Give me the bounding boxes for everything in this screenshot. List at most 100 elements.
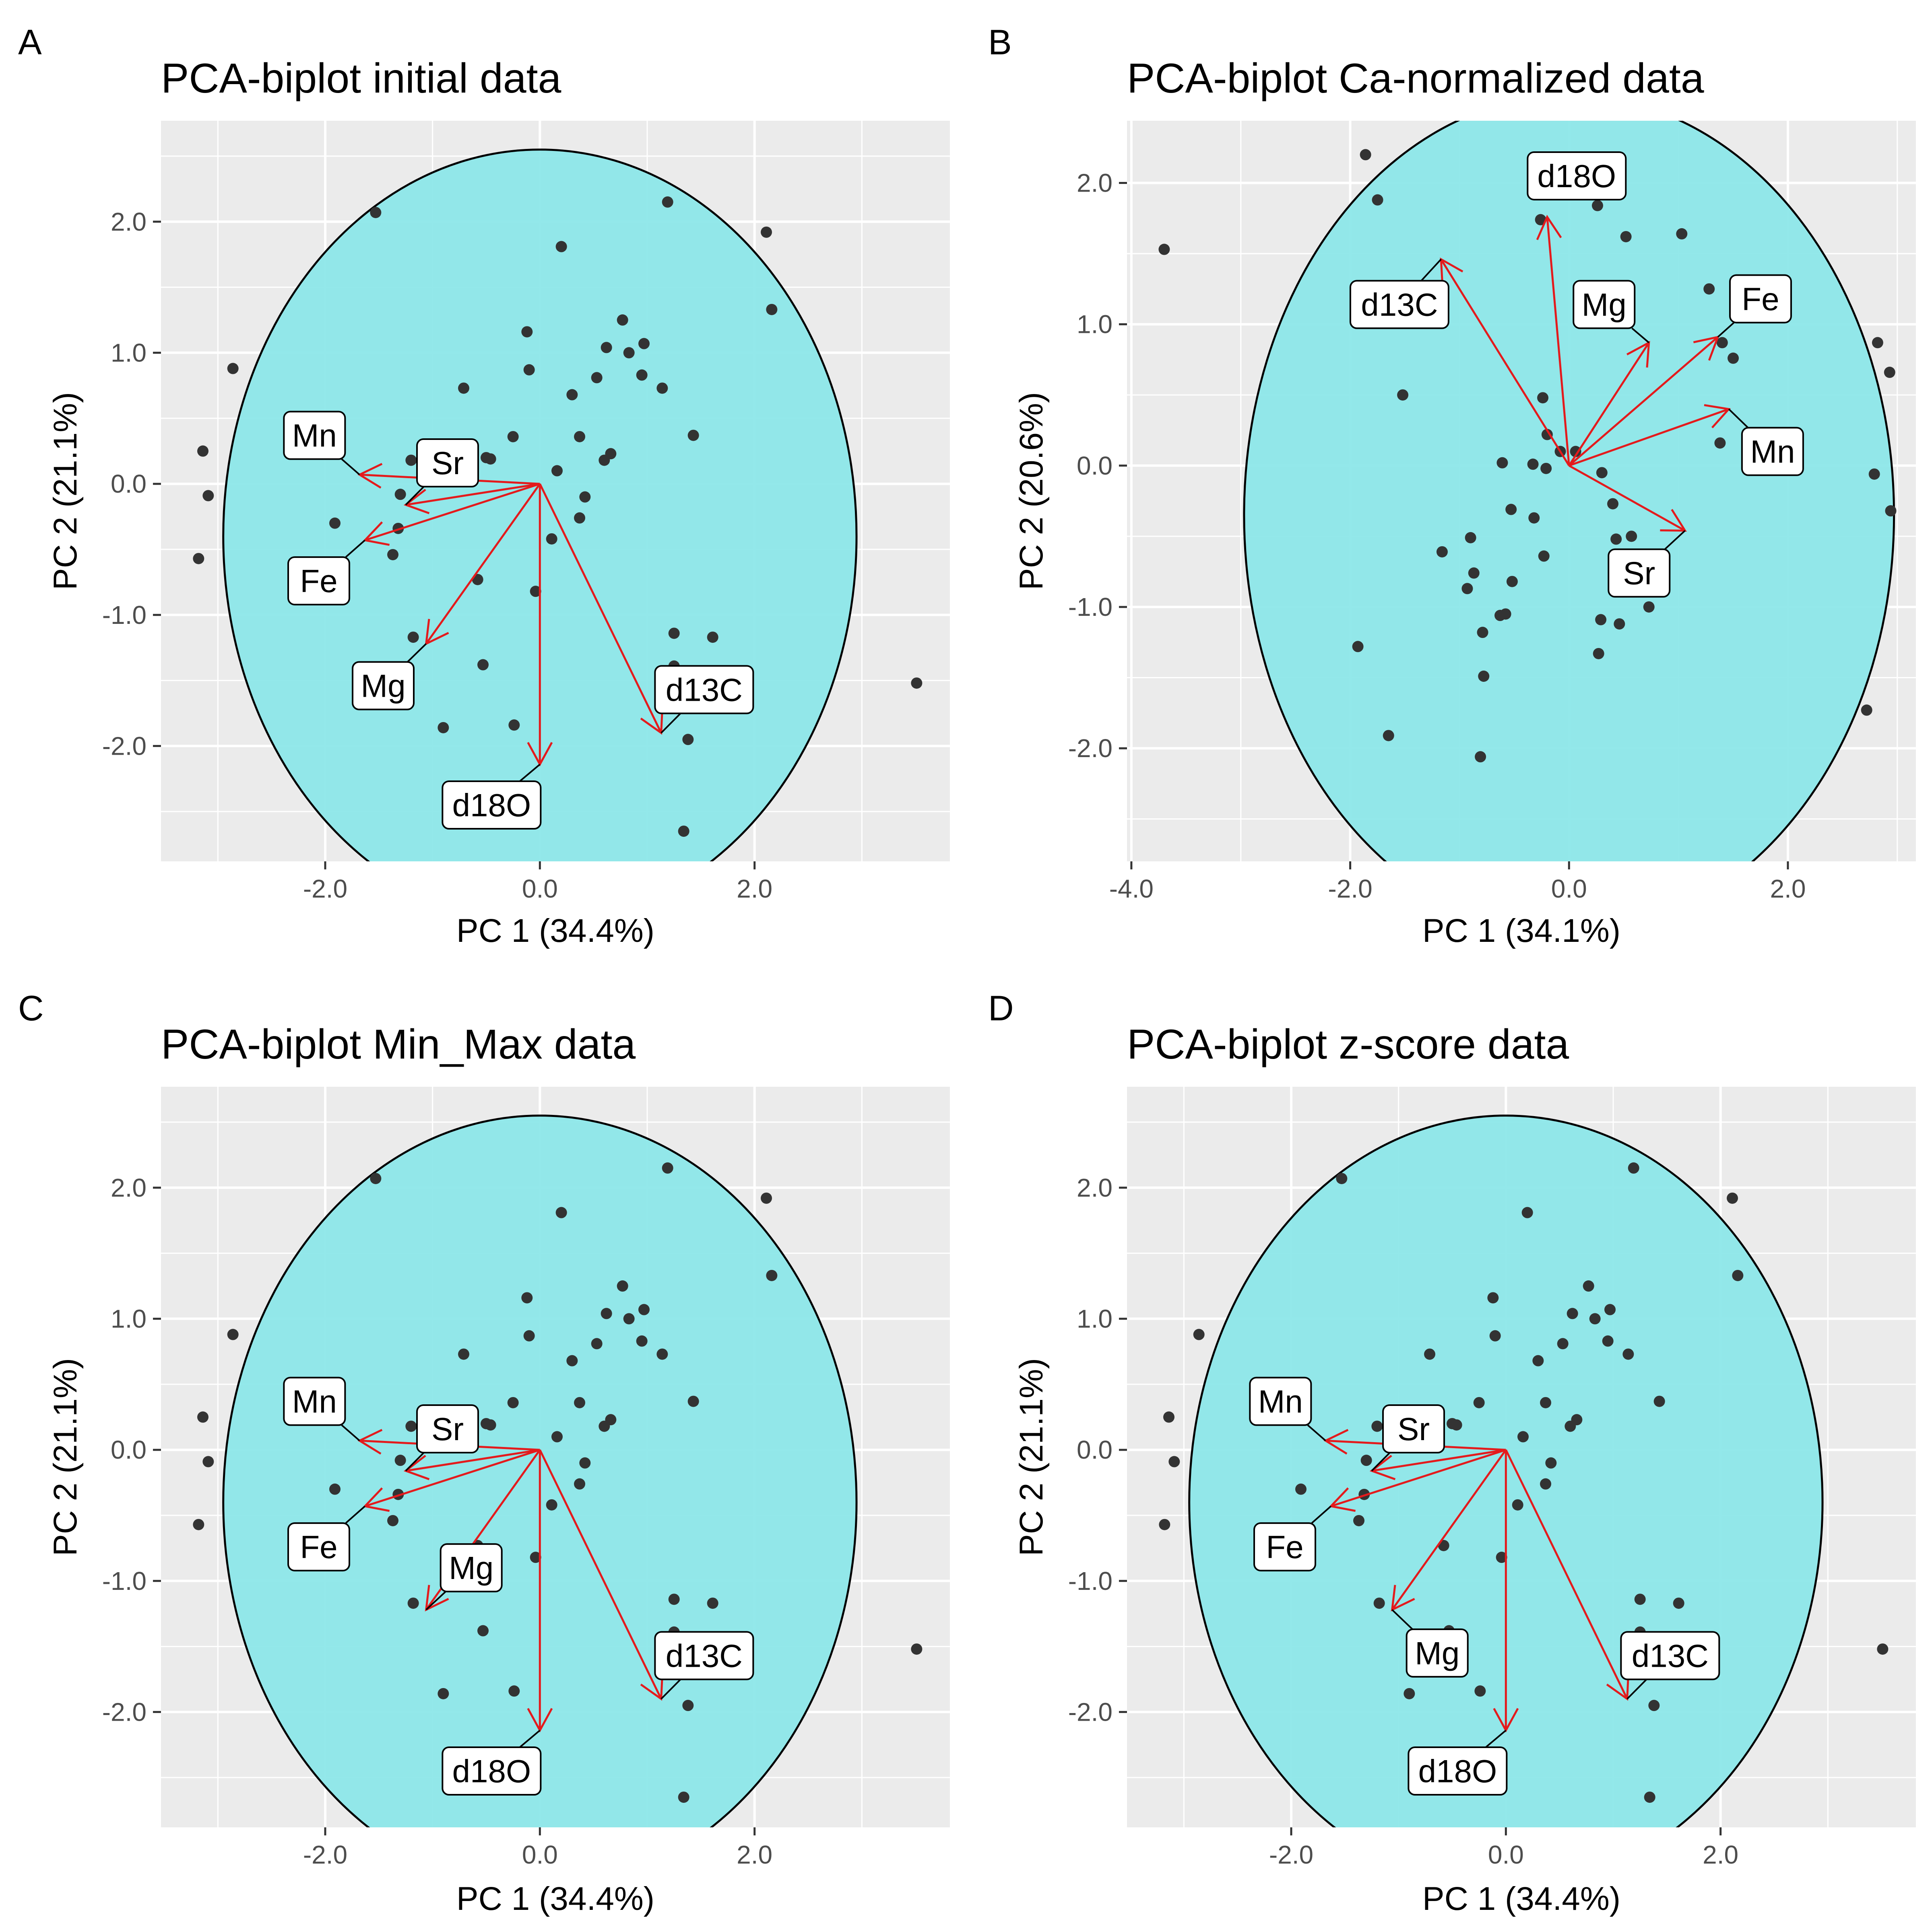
data-point xyxy=(623,347,635,359)
variable-label-fe: Fe xyxy=(1266,1529,1303,1565)
data-point xyxy=(1634,1593,1646,1605)
y-tick-label: -2.0 xyxy=(102,731,147,760)
data-point xyxy=(387,1515,398,1526)
data-point xyxy=(1541,429,1553,440)
label-box xyxy=(442,780,542,830)
data-point xyxy=(1596,467,1608,479)
data-point xyxy=(555,241,567,252)
data-point xyxy=(202,490,214,502)
label-box xyxy=(416,1404,479,1453)
label-leader-line xyxy=(345,539,365,558)
data-point xyxy=(761,226,772,238)
x-tick-label: 0.0 xyxy=(1488,1840,1524,1869)
data-point xyxy=(1473,1397,1485,1408)
label-leader-line xyxy=(405,1452,425,1472)
data-point xyxy=(523,364,535,376)
data-point xyxy=(656,1348,668,1360)
variable-label-d18o: d18O xyxy=(452,1753,531,1789)
data-point xyxy=(707,1598,718,1609)
data-point xyxy=(1727,1192,1738,1204)
data-point xyxy=(766,303,778,315)
data-point xyxy=(407,632,419,643)
data-point xyxy=(1512,1499,1523,1511)
data-point xyxy=(1593,648,1604,659)
x-tick-label: 2.0 xyxy=(737,874,772,903)
data-point xyxy=(1673,1598,1684,1609)
data-point xyxy=(202,1456,214,1468)
data-point xyxy=(1703,283,1715,295)
data-point xyxy=(1496,457,1508,469)
data-point xyxy=(617,314,628,326)
variable-label-mg: Mg xyxy=(449,1550,493,1586)
data-point xyxy=(662,1162,673,1174)
data-point xyxy=(1372,194,1383,206)
data-point xyxy=(1506,576,1518,587)
variable-label-fe: Fe xyxy=(300,1529,337,1565)
data-point xyxy=(761,1192,772,1204)
data-point xyxy=(394,489,406,500)
points xyxy=(193,196,923,837)
axis-ticks: -2.0 0.0 2.0 -2.0 -1.0 0.0 1.0 2.0 xyxy=(102,1173,772,1869)
label-leader-line xyxy=(405,486,425,506)
x-tick-label: -2.0 xyxy=(1328,874,1372,903)
data-point xyxy=(766,1269,778,1281)
data-point xyxy=(1628,1162,1639,1174)
data-point xyxy=(387,549,398,560)
data-point xyxy=(477,659,489,671)
data-point xyxy=(1360,149,1371,161)
y-tick-label: 2.0 xyxy=(111,1173,147,1202)
points xyxy=(1159,1162,1889,1803)
y-axis-title: PC 2 (21.1%) xyxy=(47,1358,84,1556)
data-point xyxy=(438,722,449,733)
data-point xyxy=(1583,1280,1594,1292)
data-point xyxy=(227,363,239,374)
data-point xyxy=(1383,730,1394,741)
label-leader-line xyxy=(1307,1424,1326,1441)
data-point xyxy=(507,431,519,442)
data-point xyxy=(1532,1355,1544,1366)
label-leader-line xyxy=(1311,1505,1331,1524)
data-point xyxy=(1168,1456,1180,1468)
data-point xyxy=(1607,498,1618,510)
data-point xyxy=(1468,567,1480,579)
data-point xyxy=(507,1397,519,1408)
y-tick-label: 1.0 xyxy=(1077,1304,1113,1333)
panel-b: B PCA-biplot Ca-normalized data d18O d13C Mg… xyxy=(988,22,1916,949)
data-point xyxy=(197,1411,208,1423)
variable-labels: Mn Sr Fe Mg d18O d13C xyxy=(1249,1377,1720,1796)
y-tick-label: 0.0 xyxy=(111,1435,147,1464)
data-point xyxy=(656,382,668,394)
data-point xyxy=(1477,627,1488,638)
variable-label-sr: Sr xyxy=(1397,1411,1430,1447)
x-axis-title: PC 1 (34.4%) xyxy=(456,1880,654,1917)
data-point xyxy=(1565,1420,1576,1432)
label-box xyxy=(1349,280,1449,329)
data-point xyxy=(682,1700,694,1711)
data-point xyxy=(636,369,648,381)
data-point xyxy=(530,1552,541,1563)
data-point xyxy=(1728,352,1739,364)
panel-d: D PCA-biplot z-score data Mn Sr Fe Mg d18O d13C… xyxy=(988,988,1916,1917)
data-point xyxy=(1295,1483,1307,1495)
data-point xyxy=(1373,1598,1385,1609)
x-tick-label: 0.0 xyxy=(522,1840,558,1869)
data-point xyxy=(551,465,563,477)
y-tick-label: 2.0 xyxy=(111,207,147,236)
data-point xyxy=(1604,1304,1616,1315)
data-point xyxy=(1436,546,1448,557)
data-point xyxy=(1861,704,1872,716)
data-point xyxy=(1643,601,1655,613)
data-point xyxy=(458,382,469,394)
label-box xyxy=(1249,1377,1312,1426)
x-tick-label: -4.0 xyxy=(1109,874,1154,903)
label-leader-line xyxy=(661,712,681,734)
data-point xyxy=(1371,1420,1383,1432)
data-point xyxy=(1521,1207,1533,1218)
data-point xyxy=(1424,1348,1435,1360)
data-point xyxy=(329,517,341,529)
data-point xyxy=(407,1598,419,1609)
label-box xyxy=(283,1377,346,1426)
y-tick-label: -1.0 xyxy=(102,601,147,630)
data-point xyxy=(636,1335,648,1347)
